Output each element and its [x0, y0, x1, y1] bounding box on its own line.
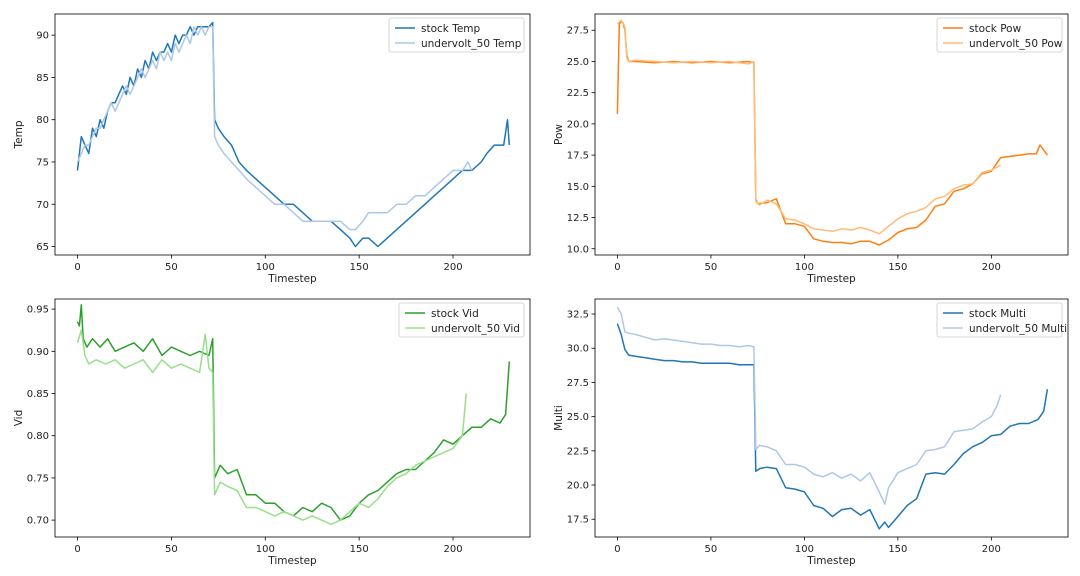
y-tick-label: 0.85	[27, 389, 49, 400]
y-tick-label: 17.5	[567, 151, 589, 162]
y-tick-label: 10.0	[567, 244, 589, 255]
x-tick-label: 150	[350, 544, 369, 555]
y-tick-label: 0.95	[27, 305, 49, 316]
legend-entry: undervolt_50 Temp	[421, 38, 522, 50]
y-tick-label: 75	[36, 157, 49, 168]
legend-entry: undervolt_50 Multi	[969, 323, 1067, 335]
charts-container: 0 50 100 150 200 65 70 75 80 85 90 Timestep Temp stoc…	[13, 13, 1069, 567]
y-tick-label: 25.0	[567, 412, 589, 423]
y-axis-label: Vid	[13, 410, 25, 427]
y-tick-label: 22.5	[567, 446, 589, 457]
y-axis-label: Pow	[553, 124, 565, 145]
y-tick-label: 0.75	[27, 473, 49, 484]
legend-temp: stock Temp undervolt_50 Temp	[388, 17, 525, 53]
y-tick-label: 0.90	[27, 347, 49, 358]
x-tick-label: 0	[74, 544, 80, 555]
legend-box	[936, 17, 1063, 53]
x-tick-label: 100	[795, 262, 814, 273]
y-axis-label: Temp	[13, 120, 25, 149]
y-tick-label: 0.70	[27, 516, 49, 527]
x-tick-label: 200	[982, 544, 1001, 555]
chart-temp: 0 50 100 150 200 65 70 75 80 85 90 Timestep Temp stoc…	[13, 13, 531, 285]
chart-vid: 0 50 100 150 200 0.70 0.75 0.80 0.85 0.90 0.95 Time…	[13, 298, 531, 567]
x-tick-label: 50	[165, 544, 178, 555]
x-tick-label: 50	[705, 262, 718, 273]
x-tick-label: 150	[350, 262, 369, 273]
y-tick-label: 80	[36, 115, 49, 126]
series-line-multi-1	[616, 306, 1002, 505]
x-tick-label: 0	[74, 262, 80, 273]
x-axis-label: Timestep	[806, 273, 856, 285]
x-tick-label: 50	[705, 544, 718, 555]
x-axis-label: Timestep	[267, 555, 317, 567]
legend-pow: stock Pow undervolt_50 Pow	[936, 17, 1063, 53]
y-tick-label: 85	[36, 73, 49, 84]
axes-frame-vid	[54, 298, 531, 538]
x-tick-label: 150	[888, 544, 907, 555]
y-tick-label: 90	[36, 31, 49, 42]
chart-pow: 0 50 100 150 200 10.0 12.5 15.0 17.5 20.0 22.5 25.0…	[553, 13, 1069, 285]
x-tick-label: 200	[982, 262, 1001, 273]
y-tick-label: 20.0	[567, 481, 589, 492]
x-tick-label: 100	[795, 544, 814, 555]
x-tick-label: 0	[614, 544, 620, 555]
series-line-vid-1	[76, 329, 467, 526]
legend-box	[398, 302, 525, 338]
y-tick-label: 12.5	[567, 213, 589, 224]
axes-frame-pow	[594, 13, 1069, 256]
axes-frame-multi	[594, 298, 1069, 538]
legend-entry: stock Temp	[421, 23, 481, 35]
series-line-multi-0	[616, 323, 1049, 530]
legend-box	[936, 302, 1063, 338]
x-tick-label: 150	[888, 262, 907, 273]
series-line-temp-1	[76, 25, 473, 231]
legend-vid: stock Vid undervolt_50 Vid	[398, 302, 525, 338]
y-tick-label: 0.80	[27, 431, 49, 442]
y-tick-label: 25.0	[567, 57, 589, 68]
series-line-pow-0	[616, 20, 1049, 246]
legend-box	[388, 17, 525, 53]
legend-entry: stock Vid	[431, 308, 479, 320]
x-axis-label: Timestep	[267, 273, 317, 285]
axes-frame-temp	[54, 13, 531, 256]
x-tick-label: 100	[256, 544, 275, 555]
legend-multi: stock Multi undervolt_50 Multi	[936, 302, 1067, 338]
x-tick-label: 200	[443, 262, 462, 273]
y-tick-label: 22.5	[567, 88, 589, 99]
legend-entry: undervolt_50 Pow	[969, 38, 1063, 50]
x-tick-label: 50	[165, 262, 178, 273]
y-tick-label: 27.5	[567, 378, 589, 389]
series-line-pow-1	[616, 19, 1002, 235]
y-tick-label: 20.0	[567, 119, 589, 130]
y-tick-label: 32.5	[567, 310, 589, 321]
x-tick-label: 200	[443, 544, 462, 555]
y-axis-label: Multi	[553, 405, 565, 431]
x-tick-label: 0	[614, 262, 620, 273]
y-tick-label: 27.5	[567, 26, 589, 37]
legend-entry: stock Pow	[969, 23, 1022, 35]
x-axis-label: Timestep	[806, 555, 856, 567]
x-tick-label: 100	[256, 262, 275, 273]
legend-entry: stock Multi	[969, 308, 1026, 320]
legend-entry: undervolt_50 Vid	[431, 323, 520, 335]
y-tick-label: 70	[36, 200, 49, 211]
y-tick-label: 17.5	[567, 515, 589, 526]
y-tick-label: 15.0	[567, 182, 589, 193]
y-tick-label: 65	[36, 242, 49, 253]
chart-multi: 0 50 100 150 200 17.5 20.0 22.5 25.0 27.5 30.0 32.5…	[553, 298, 1069, 567]
y-tick-label: 30.0	[567, 344, 589, 355]
series-line-vid-0	[76, 304, 511, 521]
